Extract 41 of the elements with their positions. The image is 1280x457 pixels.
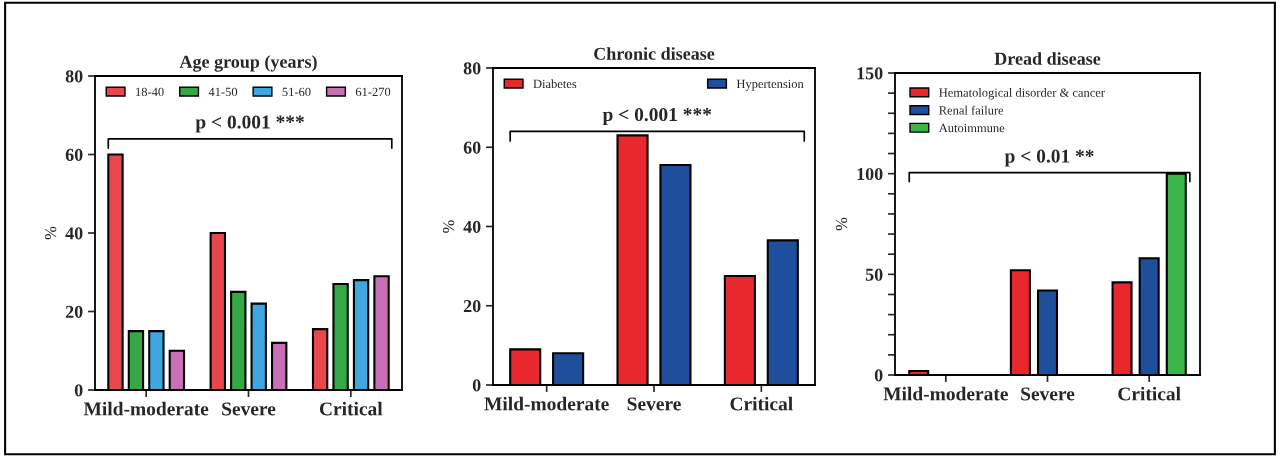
chart-title: Dread disease (994, 52, 1101, 65)
legend-label: Diabetes (533, 79, 577, 89)
x-tick-label: Severe (1021, 387, 1075, 401)
chart-title: Chronic disease (594, 47, 715, 60)
x-tick-label: Mild-moderate (484, 396, 609, 411)
y-axis-title: % (44, 226, 57, 240)
y-tick-label: 100 (857, 167, 883, 181)
y-tick-label: 80 (463, 62, 481, 75)
annotation: p < 0.01 ** (1004, 149, 1094, 167)
legend-label: Hematological disorder & cancer (939, 88, 1105, 100)
legend-label: Hypertension (736, 79, 804, 91)
annotation: p < 0.001 *** (195, 115, 304, 133)
legend-label: 41-50 (208, 87, 238, 97)
y-tick-label: 50 (865, 268, 883, 281)
legend-label: Autoimmune (938, 123, 1005, 133)
y-tick-label: 20 (463, 300, 481, 313)
x-tick-label: Severe (222, 402, 276, 416)
y-tick-label: 20 (65, 305, 83, 318)
x-tick-label: Severe (627, 397, 681, 411)
y-tick-label: 40 (463, 220, 481, 233)
y-tick-label: 80 (65, 70, 83, 83)
x-tick-label: Mild-moderate (83, 401, 209, 416)
y-tick-label: 60 (463, 141, 481, 154)
chart-title: Age group (years) (179, 55, 317, 72)
legend-label: 51-60 (282, 87, 311, 97)
y-tick-label: 60 (65, 148, 83, 161)
y-axis-title: % (442, 220, 455, 233)
x-tick-label: Mild-moderate (883, 386, 1008, 401)
y-tick-label: 150 (857, 67, 883, 80)
legend-label: 61-270 (355, 87, 391, 97)
legend-label: Renal failure (939, 105, 1004, 115)
y-tick-label: 0 (74, 384, 83, 397)
x-tick-label: Critical (1118, 386, 1181, 401)
y-tick-label: 40 (65, 227, 83, 240)
y-tick-label: 0 (472, 379, 481, 392)
y-tick-label: 0 (874, 369, 883, 382)
x-tick-label: Critical (730, 396, 793, 411)
legend-label: 18-40 (136, 87, 164, 97)
x-tick-label: Critical (319, 401, 383, 416)
annotation: p < 0.001 *** (602, 107, 712, 126)
y-axis-title: % (835, 217, 848, 231)
